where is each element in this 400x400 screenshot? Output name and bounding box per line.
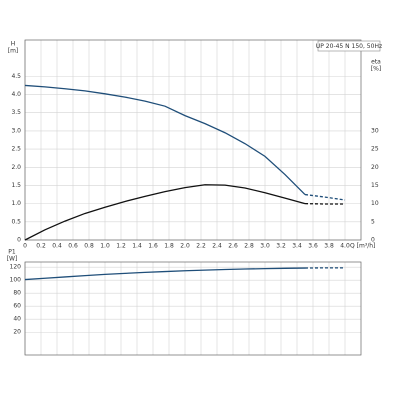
y2-label: eta — [371, 59, 381, 66]
x-tick-label: 2.0 — [180, 243, 190, 250]
y-label: H — [11, 41, 16, 48]
curve — [304, 193, 346, 201]
x-tick-label: 2.4 — [212, 243, 222, 250]
y2-unit: [%] — [371, 66, 381, 73]
x-tick-label: 2.8 — [244, 243, 254, 250]
x-tick-label: 0 — [23, 243, 27, 250]
y-label: P1 — [8, 249, 16, 256]
y-tick-label: 0.5 — [11, 218, 21, 225]
x-tick-label: 3.4 — [292, 243, 302, 250]
x-tick-label: 1.0 — [100, 243, 110, 250]
y-tick-label: 0 — [17, 237, 21, 244]
x-tick-label: 3.6 — [308, 243, 318, 250]
x-tick-label: 1.4 — [132, 243, 142, 250]
x-tick-label: 4.0 — [340, 243, 350, 250]
x-tick-label: 0.2 — [36, 243, 46, 250]
y-tick-label: 100 — [10, 277, 22, 284]
y2-tick-label: 5 — [371, 218, 375, 225]
y2-tick-label: 25 — [371, 146, 379, 153]
y-tick-label: 2.0 — [11, 164, 21, 171]
y-tick-label: 1.5 — [11, 182, 21, 189]
x-tick-label: 3.0 — [260, 243, 270, 250]
y2-tick-label: 30 — [371, 127, 379, 134]
y2-tick-label: 0 — [371, 237, 375, 244]
x-tick-label: 1.6 — [148, 243, 158, 250]
curve — [24, 184, 306, 241]
y-tick-label: 4.5 — [11, 73, 21, 80]
curve — [24, 84, 306, 196]
y-tick-label: 60 — [13, 303, 21, 310]
x-tick-label: 2.2 — [196, 243, 206, 250]
plot-frame — [24, 39, 362, 241]
x-tick-label: 1.8 — [164, 243, 174, 250]
y-tick-label: 1.0 — [11, 200, 21, 207]
x-tick-label: 0.4 — [52, 243, 62, 250]
x-tick-label: 3.2 — [276, 243, 286, 250]
y-unit: [W] — [7, 256, 18, 263]
y-tick-label: 3.5 — [11, 109, 21, 116]
y2-tick-label: 20 — [371, 164, 379, 171]
x-label: Q [m³/h] — [350, 243, 375, 250]
x-tick-label: 3.8 — [324, 243, 334, 250]
x-tick-label: 0.6 — [68, 243, 78, 250]
y-tick-label: 40 — [13, 316, 21, 323]
y-tick-label: 2.5 — [11, 146, 21, 153]
title-box — [317, 40, 381, 52]
plot-frame — [24, 261, 362, 356]
x-tick-label: 1.2 — [116, 243, 126, 250]
x-tick-label: 2.6 — [228, 243, 238, 250]
y-tick-label: 4.0 — [11, 91, 21, 98]
y-tick-label: 80 — [13, 290, 21, 297]
y2-tick-label: 10 — [371, 200, 379, 207]
curve — [24, 267, 306, 281]
chart-title: UP 20-45 N 150, 50Hz — [316, 43, 382, 50]
y-tick-label: 20 — [13, 329, 21, 336]
y2-tick-label: 15 — [371, 182, 379, 189]
x-tick-label: 0.8 — [84, 243, 94, 250]
y-unit: [m] — [8, 48, 19, 55]
y-tick-label: 120 — [10, 264, 22, 271]
y-tick-label: 3.0 — [11, 127, 21, 134]
